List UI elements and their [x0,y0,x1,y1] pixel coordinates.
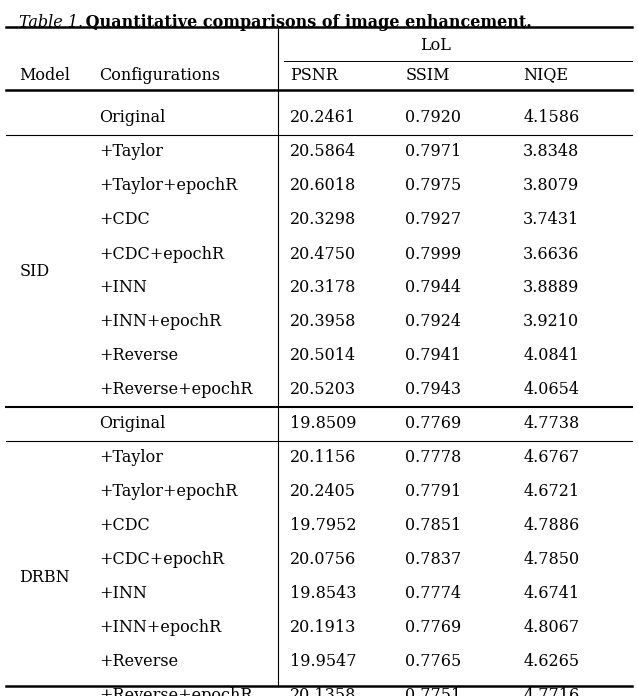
Text: SID: SID [19,262,49,280]
Text: 19.8509: 19.8509 [290,416,357,432]
Text: 0.7943: 0.7943 [405,381,461,399]
Text: 20.1156: 20.1156 [290,450,357,466]
Text: 0.7971: 0.7971 [405,143,461,161]
Text: 4.7738: 4.7738 [523,416,579,432]
Text: 0.7851: 0.7851 [405,518,461,535]
Text: 20.2405: 20.2405 [290,484,356,500]
Text: 20.5864: 20.5864 [290,143,357,161]
Text: 20.4750: 20.4750 [290,246,357,262]
Text: 0.7791: 0.7791 [405,484,461,500]
Text: 20.1358: 20.1358 [290,688,357,696]
Text: +Taylor: +Taylor [99,143,163,161]
Text: +Taylor: +Taylor [99,450,163,466]
Text: +Taylor+epochR: +Taylor+epochR [99,177,237,194]
Text: 3.9210: 3.9210 [523,313,579,331]
Text: 4.8067: 4.8067 [523,619,579,637]
Text: +INN: +INN [99,585,147,603]
Text: 20.3178: 20.3178 [290,280,357,296]
Text: 3.8348: 3.8348 [523,143,579,161]
Text: 0.7765: 0.7765 [405,654,461,670]
Text: Quantitative comparisons of image enhancement.: Quantitative comparisons of image enhanc… [80,14,531,31]
Text: 4.0654: 4.0654 [523,381,579,399]
Text: +INN+epochR: +INN+epochR [99,313,221,331]
Text: 20.3298: 20.3298 [290,212,357,228]
Text: 0.7944: 0.7944 [405,280,461,296]
Text: Table 1.: Table 1. [19,14,84,31]
Text: 3.7431: 3.7431 [523,212,579,228]
Text: 4.0841: 4.0841 [523,347,579,365]
Text: 20.6018: 20.6018 [290,177,357,194]
Text: +Taylor+epochR: +Taylor+epochR [99,484,237,500]
Text: 3.8079: 3.8079 [523,177,579,194]
Text: 0.7769: 0.7769 [405,416,461,432]
Text: +INN+epochR: +INN+epochR [99,619,221,637]
Text: 0.7778: 0.7778 [405,450,461,466]
Text: +CDC+epochR: +CDC+epochR [99,551,224,569]
Text: Model: Model [19,67,70,84]
Text: 20.5203: 20.5203 [290,381,357,399]
Text: Configurations: Configurations [99,67,220,84]
Text: PSNR: PSNR [290,67,338,84]
Text: 4.7850: 4.7850 [523,551,579,569]
Text: 0.7927: 0.7927 [405,212,461,228]
Text: 0.7837: 0.7837 [405,551,461,569]
Text: 0.7975: 0.7975 [405,177,461,194]
Text: 20.3958: 20.3958 [290,313,357,331]
Text: 4.6265: 4.6265 [523,654,579,670]
Text: 3.6636: 3.6636 [523,246,579,262]
Text: 0.7920: 0.7920 [405,109,461,127]
Text: +CDC+epochR: +CDC+epochR [99,246,224,262]
Text: 19.7952: 19.7952 [290,518,357,535]
Text: +Reverse+epochR: +Reverse+epochR [99,381,253,399]
Text: 20.2461: 20.2461 [290,109,357,127]
Text: LoL: LoL [420,38,451,54]
Text: NIQE: NIQE [523,67,568,84]
Text: 0.7999: 0.7999 [405,246,461,262]
Text: SSIM: SSIM [405,67,450,84]
Text: DRBN: DRBN [19,569,70,585]
Text: 0.7769: 0.7769 [405,619,461,637]
Text: 20.0756: 20.0756 [290,551,357,569]
Text: 0.7751: 0.7751 [405,688,461,696]
Text: 4.1586: 4.1586 [523,109,579,127]
Text: 4.6721: 4.6721 [523,484,579,500]
Text: +CDC: +CDC [99,212,150,228]
Text: 0.7924: 0.7924 [405,313,461,331]
Text: 4.7886: 4.7886 [523,518,579,535]
Text: 3.8889: 3.8889 [523,280,579,296]
Text: 19.8543: 19.8543 [290,585,357,603]
Text: 0.7941: 0.7941 [405,347,461,365]
Text: 4.7716: 4.7716 [523,688,579,696]
Text: Original: Original [99,109,165,127]
Text: 19.9547: 19.9547 [290,654,357,670]
Text: Original: Original [99,416,165,432]
Text: +Reverse: +Reverse [99,654,178,670]
Text: 0.7774: 0.7774 [405,585,461,603]
Text: +Reverse: +Reverse [99,347,178,365]
Text: 4.6767: 4.6767 [523,450,579,466]
Text: +CDC: +CDC [99,518,150,535]
Text: +INN: +INN [99,280,147,296]
Text: 4.6741: 4.6741 [523,585,579,603]
Text: 20.1913: 20.1913 [290,619,357,637]
Text: +Reverse+epochR: +Reverse+epochR [99,688,253,696]
Text: 20.5014: 20.5014 [290,347,357,365]
